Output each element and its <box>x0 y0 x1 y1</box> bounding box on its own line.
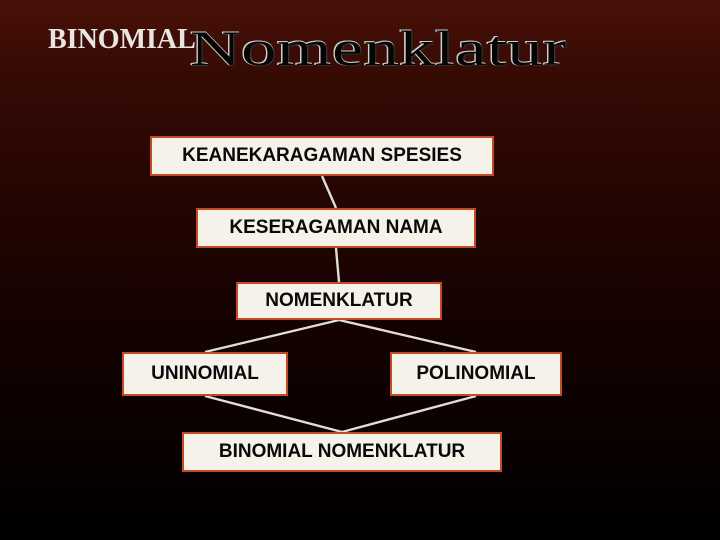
edge-knam-nom <box>336 248 339 282</box>
slide-stage: BINOMIAL Nomenklatur KEANEKARAGAMAN SPES… <box>0 0 720 540</box>
edge-nom-uni <box>205 320 339 352</box>
edge-nom-poli <box>339 320 476 352</box>
node-kspc: KEANEKARAGAMAN SPESIES <box>150 136 494 176</box>
node-uni: UNINOMIAL <box>122 352 288 396</box>
node-bin: BINOMIAL NOMENKLATUR <box>182 432 502 472</box>
edge-kspc-knam <box>322 176 336 208</box>
edge-uni-bin <box>205 396 342 432</box>
title-plain: BINOMIAL <box>48 24 196 56</box>
node-knam: KESERAGAMAN NAMA <box>196 208 476 248</box>
node-poli: POLINOMIAL <box>390 352 562 396</box>
title-styled: Nomenklatur <box>190 19 567 77</box>
edge-poli-bin <box>342 396 476 432</box>
node-nom: NOMENKLATUR <box>236 282 442 320</box>
